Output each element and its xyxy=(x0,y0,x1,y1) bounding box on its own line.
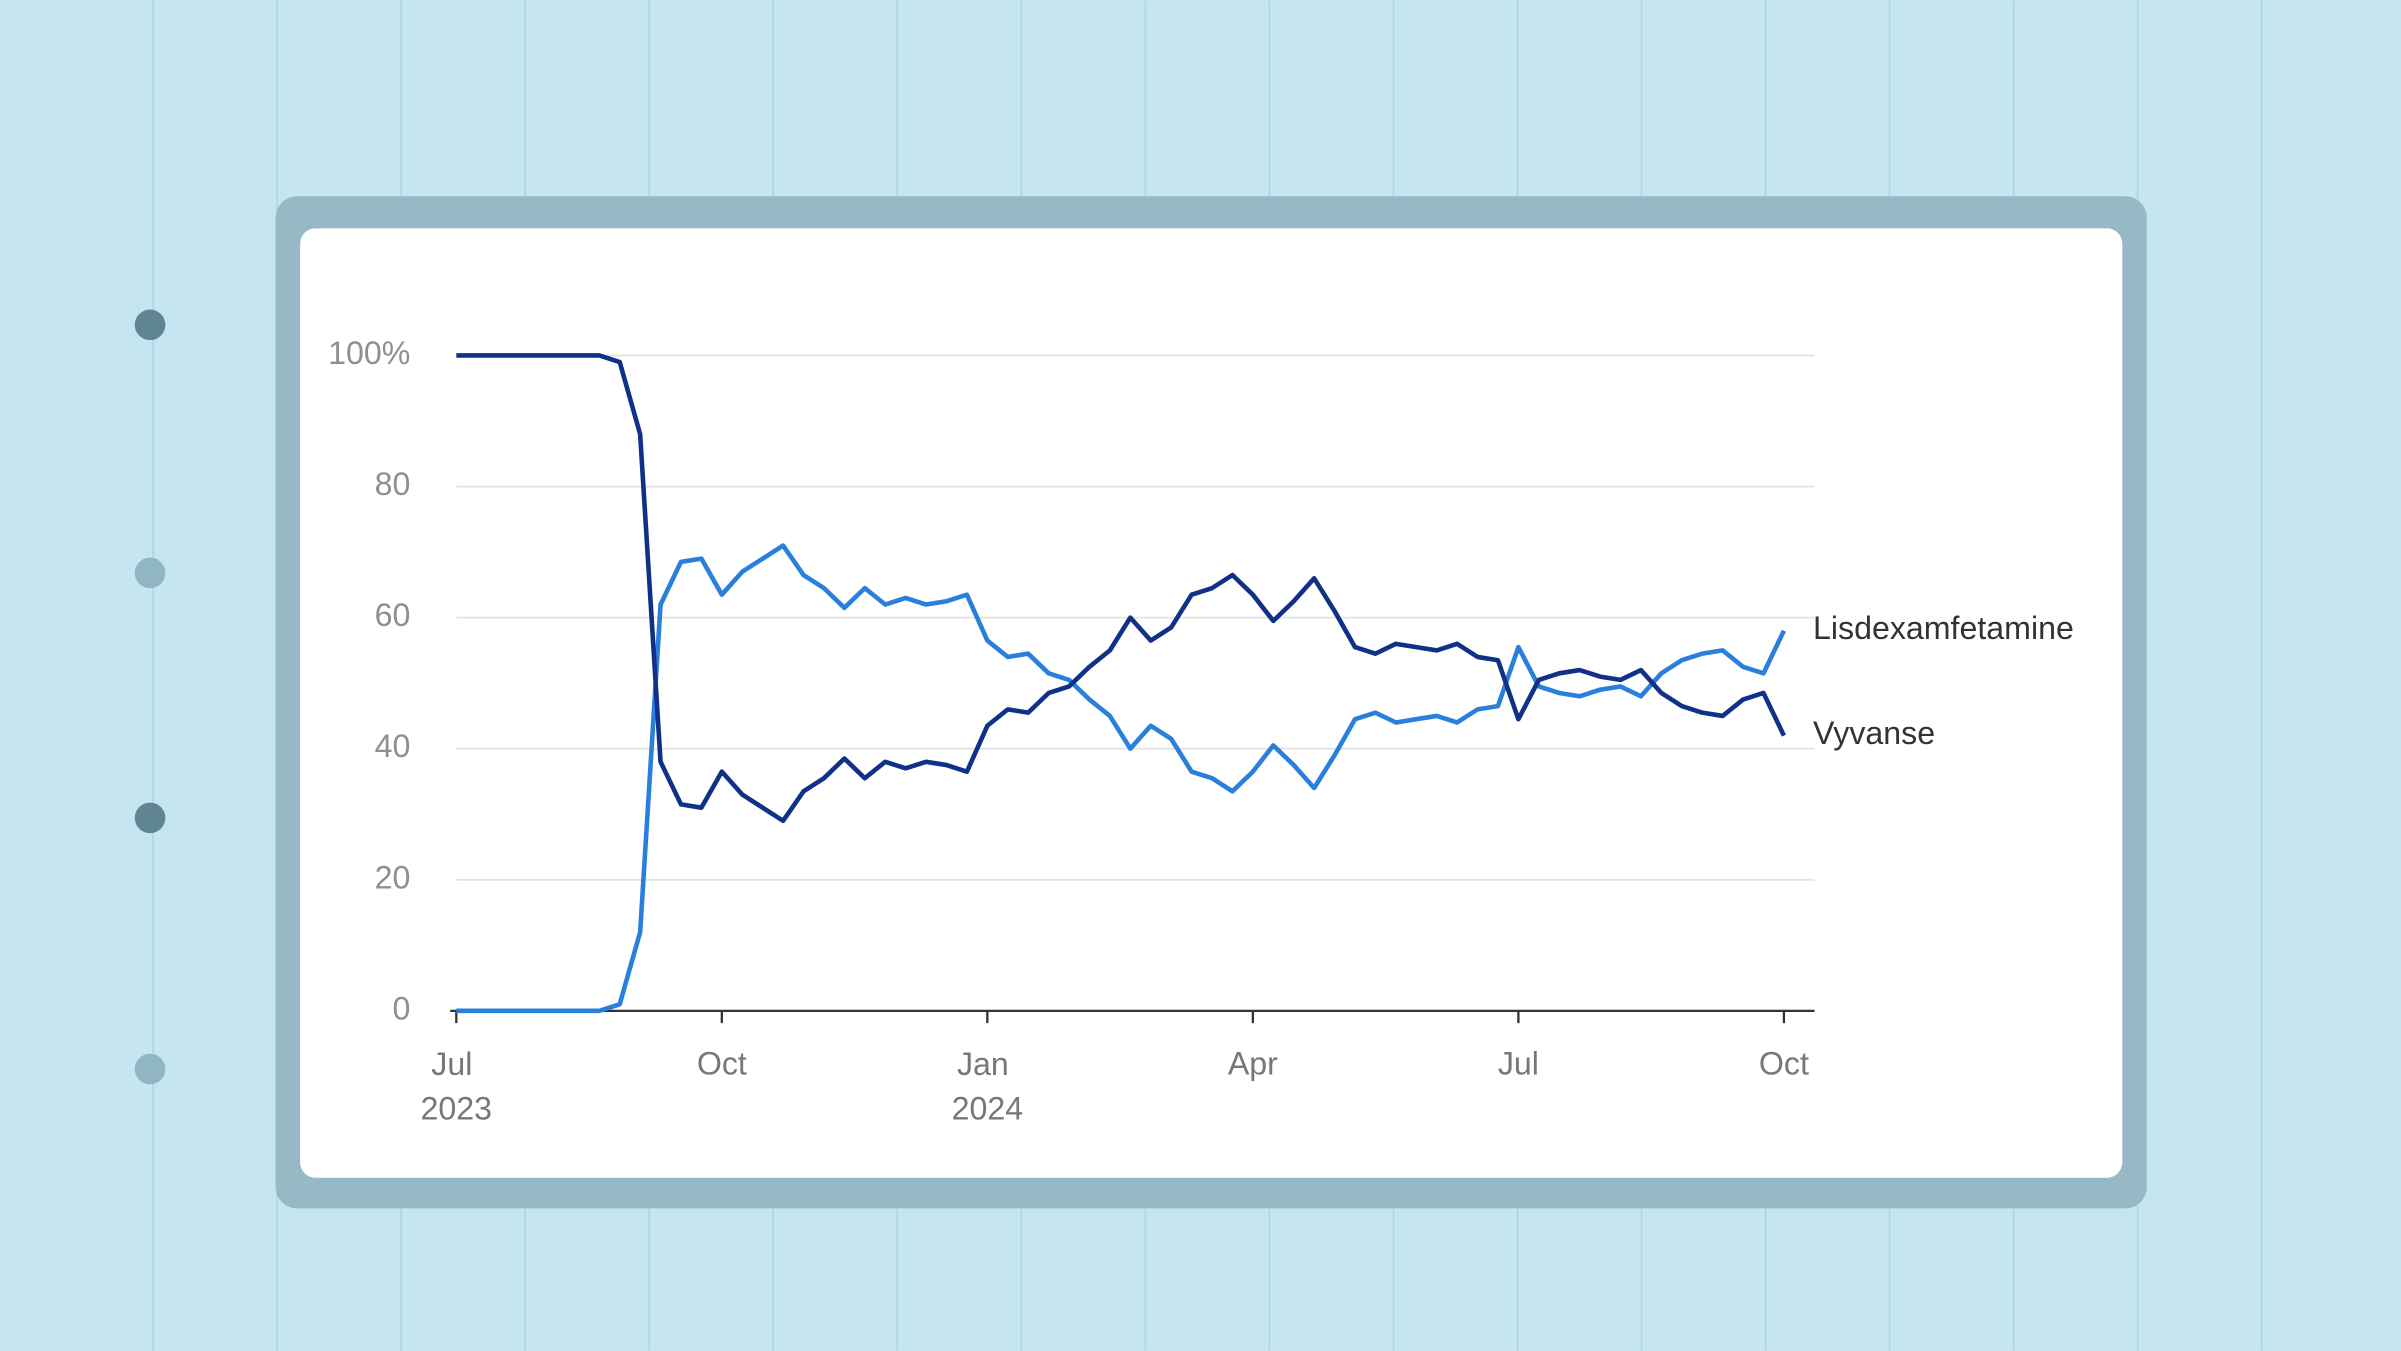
y-tick-label: 60 xyxy=(375,597,411,633)
dot xyxy=(134,309,166,341)
x-tick-label: Jan 2024 xyxy=(952,1045,1024,1125)
x-tick-label: Oct xyxy=(697,1045,747,1081)
line-series xyxy=(456,353,1786,824)
y-tick-label: 100% xyxy=(328,335,410,371)
y-tick-label: 20 xyxy=(375,859,411,895)
y-tick-label: 0 xyxy=(392,990,410,1026)
x-tick-label: Jul 2023 xyxy=(421,1045,493,1125)
series-label: Lisdexamfetamine xyxy=(1813,610,2074,646)
x-tick-label: Jul xyxy=(1498,1045,1539,1081)
line-series xyxy=(456,543,1786,1014)
y-tick-label: 80 xyxy=(375,466,411,502)
chart-card xyxy=(300,228,2123,1178)
series-label: Vyvanse xyxy=(1813,715,1935,751)
x-tick-label: Apr xyxy=(1228,1045,1278,1081)
chart: 0 20 40 60 80 100% Jul 2023 Oct Jan 2024 Apr Jul Oc… xyxy=(328,335,2074,1126)
dot xyxy=(134,1053,166,1085)
dot xyxy=(134,802,166,834)
dot xyxy=(134,557,166,589)
x-tick-label: Oct xyxy=(1759,1045,1809,1081)
y-tick-label: 40 xyxy=(375,728,411,764)
